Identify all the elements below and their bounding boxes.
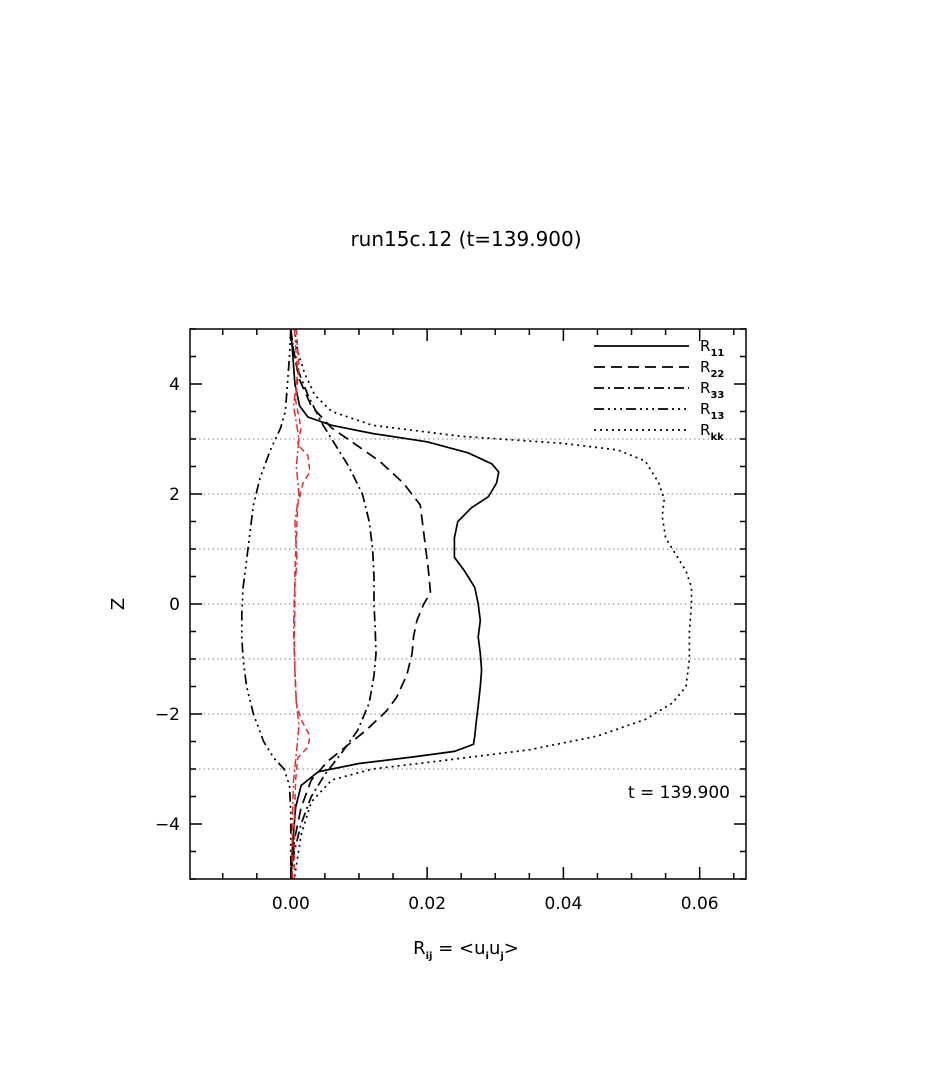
x-label-close: > xyxy=(504,938,519,959)
x-label-u1-sub: i xyxy=(486,951,489,962)
axis-ticks: 0.00 0.02 0.04 0.06 4 2 0 −2 −4 xyxy=(155,328,746,914)
series-line-22 xyxy=(289,328,432,880)
y-tick-label: 4 xyxy=(169,375,180,395)
x-label-base: R xyxy=(413,938,426,959)
chart-title: run15c.12 (t=139.900) xyxy=(350,227,581,251)
y-tick-label: −4 xyxy=(155,815,180,835)
series-line-33 xyxy=(289,328,377,880)
series-line-13 xyxy=(240,328,292,879)
x-label-u2-sub: j xyxy=(499,951,503,962)
plot-series xyxy=(240,328,693,880)
y-tick-label: 0 xyxy=(169,595,180,615)
y-tick-label: −2 xyxy=(155,705,180,725)
x-axis-label: Rij = <uiuj> xyxy=(413,938,519,962)
time-annotation: t = 139.900 xyxy=(628,783,730,803)
series-line-red-6 xyxy=(291,328,300,879)
x-label-eq: = <u xyxy=(432,938,485,959)
grid-lines xyxy=(190,438,746,770)
legend-label-33: R33 xyxy=(700,379,724,401)
legend-label-11: R11 xyxy=(700,337,724,359)
series-line-11 xyxy=(289,328,500,880)
y-tick-label: 2 xyxy=(169,485,180,505)
x-tick-label: 0.04 xyxy=(544,894,582,914)
x-tick-label: 0.02 xyxy=(408,894,446,914)
legend-label-22: R22 xyxy=(700,358,724,380)
x-tick-label: 0.06 xyxy=(681,894,719,914)
x-label-sub: ij xyxy=(426,951,433,962)
y-axis-label: Z xyxy=(108,598,129,610)
series-line-kk xyxy=(293,328,693,880)
legend-label-kk: Rkk xyxy=(700,421,724,443)
x-tick-label: 0.00 xyxy=(272,894,310,914)
legend-label-13: R13 xyxy=(700,400,724,422)
x-label-mid: u xyxy=(489,938,500,959)
